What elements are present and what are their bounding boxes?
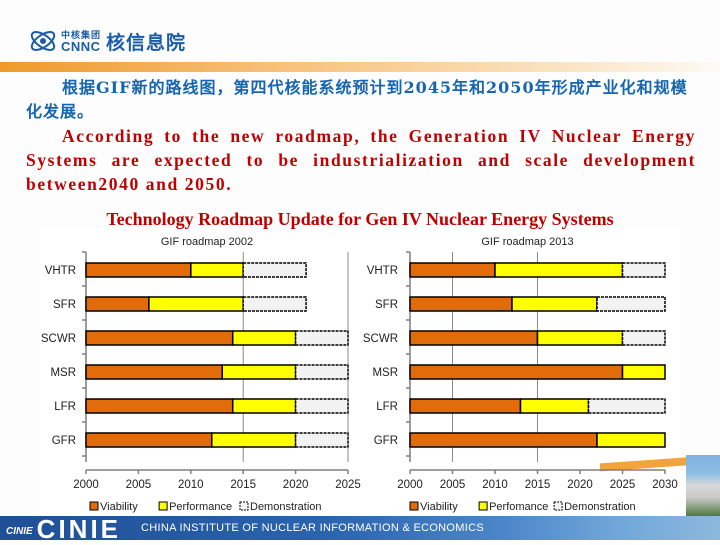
institute-name: CHINA INSTITUTE OF NUCLEAR INFORMATION &… (141, 522, 484, 534)
chart-title: Technology Roadmap Update for Gen IV Nuc… (106, 209, 614, 229)
x-tick-label: 2030 (652, 479, 678, 491)
bar-perfomance (536, 330, 624, 346)
legend-label: Demonstration (564, 501, 636, 513)
bar-viability (85, 262, 192, 278)
bar-viability (409, 330, 539, 346)
bar-demonstration (596, 296, 666, 312)
x-tick-label: 2025 (335, 479, 361, 491)
legend-label: Perfomance (489, 501, 548, 513)
header: 中核集团 CNNC 核信息院 (0, 0, 720, 62)
header-accent-bar (0, 62, 720, 72)
bar-viability (409, 262, 496, 278)
bar-performance (231, 398, 297, 414)
logo-abbr: CNNC (61, 38, 101, 54)
cnnc-logo: 中核集团 CNNC 核信息院 (28, 26, 186, 56)
bar-demonstration (294, 330, 349, 346)
bar-performance (231, 330, 297, 346)
category-label: VHTR (45, 265, 76, 277)
logo-small-text: 中核集团 (61, 29, 102, 40)
category-label: GFR (374, 435, 398, 447)
bar-viability (409, 364, 624, 380)
legend-swatch-demonstration (239, 501, 249, 511)
bar-perfomance (596, 432, 666, 448)
subchart-title: GIF roadmap 2002 (161, 236, 253, 248)
bar-perfomance (519, 398, 590, 414)
category-label: SFR (53, 299, 76, 311)
cinie-logo-text: CINIE (36, 514, 122, 544)
x-tick-label: 2010 (482, 479, 508, 491)
bar-demonstration (242, 262, 307, 278)
english-paragraph: According to the new roadmap, the Genera… (26, 126, 696, 194)
bar-perfomance (621, 364, 666, 380)
footer-bar: CINIE CINIE CHINA INSTITUTE OF NUCLEAR IN… (0, 514, 720, 544)
x-tick-label: 2020 (283, 479, 309, 491)
category-label: LFR (54, 401, 76, 413)
x-tick-label: 2015 (525, 479, 551, 491)
legend-swatch-performance (158, 501, 168, 511)
atom-logo-icon (28, 26, 58, 56)
x-tick-label: 2015 (230, 479, 256, 491)
legend-swatch-demonstration (553, 501, 563, 511)
category-label: VHTR (367, 265, 398, 277)
bar-demonstration (587, 398, 666, 414)
bar-demonstration (294, 432, 349, 448)
bar-perfomance (511, 296, 598, 312)
bar-performance (211, 432, 297, 448)
bar-performance (221, 364, 297, 380)
x-tick-label: 2010 (178, 479, 204, 491)
category-label: LFR (376, 401, 398, 413)
subchart-title: GIF roadmap 2013 (481, 236, 573, 248)
bar-perfomance (494, 262, 624, 278)
category-label: SCWR (41, 333, 76, 345)
bar-viability (85, 398, 234, 414)
category-label: SCWR (363, 333, 398, 345)
cinie-logo-small: CINIE (6, 525, 33, 537)
bar-demonstration (294, 398, 349, 414)
logo-name: 核信息院 (106, 32, 187, 54)
bar-viability (85, 330, 234, 346)
cinie-logo: CINIE CINIE (6, 514, 121, 545)
legend-swatch-perfomance (478, 501, 488, 511)
bar-viability (409, 296, 513, 312)
chinese-paragraph: 根据GIF新的路线图，第四代核能系统预计到2045年和2050年形成产业化和规模… (26, 78, 688, 121)
legend-swatch-viability (409, 501, 419, 511)
category-label: MSR (50, 367, 76, 379)
bar-demonstration (621, 330, 666, 346)
legend-label: Performance (169, 501, 232, 513)
bar-demonstration (294, 364, 349, 380)
bar-viability (85, 432, 213, 448)
x-tick-label: 2025 (610, 479, 636, 491)
bar-viability (85, 296, 150, 312)
bar-viability (85, 364, 223, 380)
bar-demonstration (621, 262, 666, 278)
bar-performance (148, 296, 244, 312)
building-photo (686, 455, 720, 516)
x-tick-label: 2000 (73, 479, 99, 491)
x-tick-label: 2000 (397, 479, 423, 491)
x-tick-label: 2020 (567, 479, 593, 491)
x-tick-label: 2005 (126, 479, 152, 491)
bar-demonstration (242, 296, 307, 312)
category-label: MSR (372, 367, 398, 379)
legend-label: Demonstration (250, 501, 322, 513)
legend-label: Viability (420, 501, 458, 513)
legend-label: Viability (100, 501, 138, 513)
legend-swatch-viability (89, 501, 99, 511)
bar-viability (409, 398, 522, 414)
category-label: SFR (375, 299, 398, 311)
bar-performance (190, 262, 244, 278)
category-label: GFR (52, 435, 76, 447)
bar-viability (409, 432, 598, 448)
x-tick-label: 2005 (440, 479, 466, 491)
